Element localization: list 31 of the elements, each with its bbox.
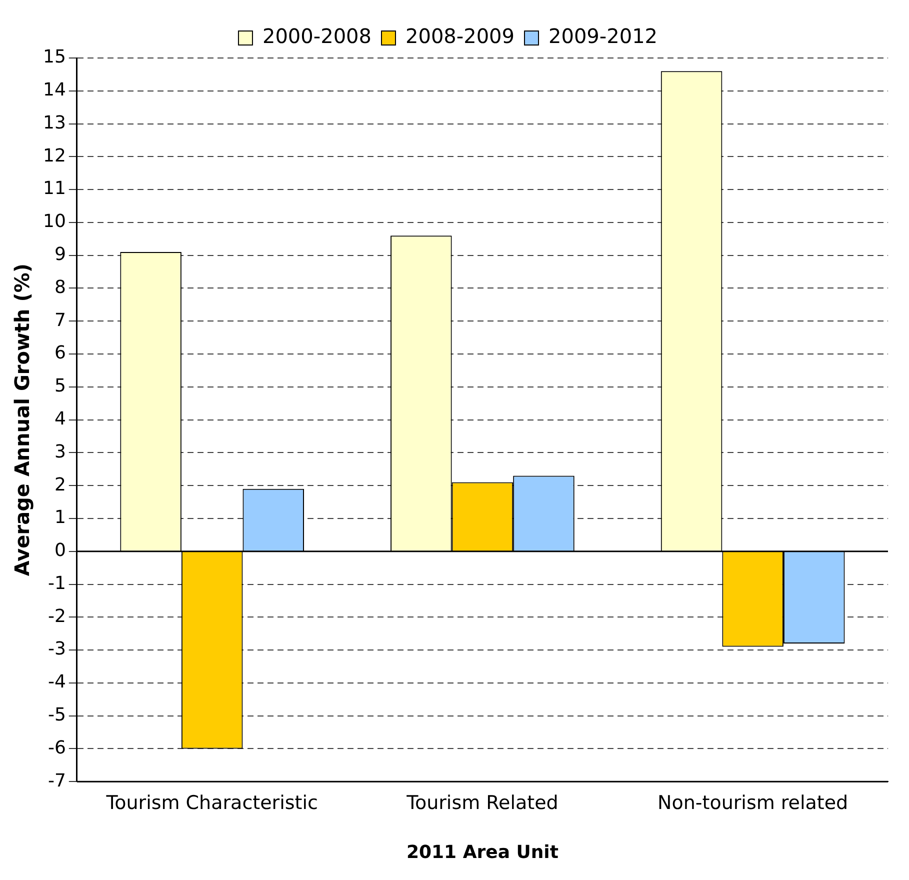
- x-tick-label: Tourism Characteristic: [105, 792, 318, 814]
- legend-label: 2009-2012: [548, 24, 658, 48]
- y-tick-label: 6: [54, 342, 66, 364]
- legend-label: 2000-2008: [262, 24, 372, 48]
- y-tick-label: -3: [48, 638, 66, 660]
- y-axis-title: Average Annual Growth (%): [10, 263, 34, 576]
- y-tick-label: 8: [54, 276, 66, 298]
- y-tick-label: -6: [48, 737, 66, 758]
- y-tick-label: 14: [43, 80, 66, 101]
- y-tick-label: 15: [43, 46, 66, 68]
- x-tick-label: Non-tourism related: [658, 792, 848, 814]
- y-tick-label: -2: [48, 606, 66, 627]
- y-tick-label: 9: [54, 244, 66, 266]
- y-tick-label: 10: [43, 211, 66, 232]
- x-tick-label: Tourism Related: [406, 792, 558, 814]
- y-tick-label: 0: [54, 540, 66, 562]
- y-tick-label: 7: [54, 310, 66, 331]
- y-tick-label: -1: [48, 572, 66, 594]
- y-tick-label: 13: [43, 112, 66, 134]
- y-tick-label: -7: [48, 770, 66, 792]
- y-tick-label: 1: [54, 507, 66, 528]
- y-tick-label: 12: [43, 145, 66, 166]
- x-axis-title: 2011 Area Unit: [406, 842, 559, 863]
- y-tick-label: 3: [54, 441, 66, 462]
- y-tick-label: 5: [54, 376, 66, 397]
- y-tick-label: 2: [54, 474, 66, 496]
- legend-label: 2008-2009: [405, 24, 515, 48]
- y-tick-label: 4: [54, 408, 66, 430]
- y-tick-label: -5: [48, 704, 66, 726]
- y-tick-label: -4: [48, 672, 66, 693]
- y-tick-label: 11: [43, 178, 66, 200]
